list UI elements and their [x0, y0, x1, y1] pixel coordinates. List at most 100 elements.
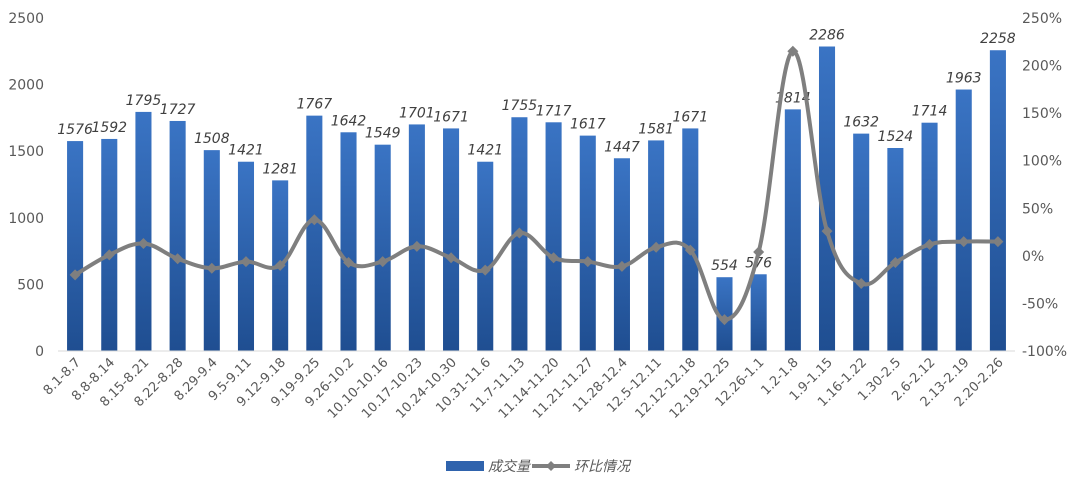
line-point	[69, 269, 81, 281]
bar	[169, 120, 186, 352]
bar	[989, 50, 1006, 351]
bar	[306, 115, 323, 352]
line-point	[274, 259, 286, 271]
bar	[67, 141, 84, 351]
line-point	[103, 249, 115, 261]
line-point	[513, 227, 525, 239]
y-right-tick-label: 100%	[1022, 154, 1062, 170]
y-left-tick-label: 500	[17, 277, 44, 293]
line-point	[958, 236, 970, 248]
bar-data-label: 1421	[228, 143, 264, 159]
bar	[408, 124, 425, 351]
bar-data-label: 1281	[262, 161, 298, 177]
line-point	[616, 260, 628, 272]
bar	[955, 89, 972, 352]
bar-data-label: 1421	[467, 143, 503, 159]
bar	[203, 150, 220, 351]
line-point	[889, 257, 901, 269]
bar-data-label: 2258	[980, 31, 1016, 47]
bar	[374, 144, 391, 351]
y-right-tick-label: 250%	[1022, 11, 1062, 27]
line-point	[445, 252, 457, 264]
y-right-tick-label: 200%	[1022, 59, 1062, 75]
bar-data-label: 1714	[912, 104, 948, 120]
line-point	[206, 262, 218, 274]
legend-bar-swatch	[446, 461, 484, 471]
line-point	[821, 225, 833, 237]
line-point	[855, 277, 867, 289]
bar	[853, 133, 870, 351]
bar-data-label: 1671	[433, 109, 469, 125]
line-point	[172, 253, 184, 265]
bar-data-label: 554	[711, 258, 738, 274]
legend-line-marker	[546, 461, 556, 471]
bar	[682, 128, 699, 351]
line-point	[343, 257, 355, 269]
line-point	[718, 314, 730, 326]
bar-data-label: 1727	[160, 102, 196, 118]
line-point	[377, 256, 389, 268]
x-axis: 8.1-8.78.8-8.148.15-8.218.22-8.288.29-9.…	[41, 350, 1015, 422]
y-left-tick-label: 2500	[8, 11, 44, 27]
line-point	[411, 240, 423, 252]
bar	[135, 111, 152, 351]
bar-data-label: 1767	[297, 97, 333, 113]
bar	[921, 122, 938, 352]
y-right-tick-label: -50%	[1022, 296, 1058, 312]
bar	[101, 138, 118, 351]
y-left-tick-label: 1500	[8, 144, 44, 160]
y-left-tick-label: 0	[35, 344, 44, 360]
line-point	[924, 238, 936, 250]
line-point	[787, 45, 799, 57]
bar-data-label: 1632	[843, 115, 879, 131]
line-series	[69, 45, 1004, 326]
bar-data-label: 1701	[399, 105, 435, 121]
line-point	[992, 236, 1004, 248]
bar	[545, 122, 562, 352]
bar-data-label: 1447	[604, 139, 640, 155]
bar-data-label: 1592	[91, 120, 127, 136]
bar-data-label: 1717	[536, 103, 572, 119]
line-point	[308, 214, 320, 226]
bar-data-label: 1795	[126, 93, 162, 109]
bar-data-label: 1671	[672, 109, 708, 125]
line-point	[479, 264, 491, 276]
legend-bar-label: 成交量	[488, 459, 532, 475]
bar-data-label: 1576	[57, 122, 93, 138]
y-right-tick-label: -100%	[1022, 344, 1067, 360]
bar-data-label: 1642	[331, 113, 367, 129]
y-right-tick-label: 0%	[1022, 249, 1044, 265]
line-point	[582, 256, 594, 268]
bar-data-label: 2286	[809, 28, 845, 44]
bar	[477, 161, 494, 351]
line-point	[548, 252, 560, 264]
legend-line-label: 环比情况	[574, 459, 632, 475]
line-point	[650, 241, 662, 253]
bar-data-label: 1508	[194, 131, 230, 147]
bar-data-label: 1549	[365, 126, 401, 142]
bar-data-label: 1814	[775, 90, 811, 106]
bar-data-label: 1581	[638, 121, 674, 137]
bar-data-label: 1755	[502, 98, 538, 114]
bar	[340, 132, 357, 351]
y-right-axis: -100% -50% 0% 50% 100% 150% 200% 250%	[1022, 11, 1067, 360]
y-left-tick-label: 2000	[8, 78, 44, 94]
y-left-tick-label: 1000	[8, 211, 44, 227]
bar-data-label: 1617	[570, 117, 606, 133]
y-right-tick-label: 50%	[1022, 201, 1053, 217]
bar	[818, 46, 836, 352]
bar	[579, 135, 596, 351]
line-point	[684, 244, 696, 256]
bar-data-labels: 1576159217951727150814211281176716421549…	[57, 28, 1016, 275]
bar	[613, 158, 630, 351]
y-left-axis: 0 500 1000 1500 2000 2500	[8, 11, 44, 360]
bar	[784, 109, 801, 351]
bar-series	[67, 46, 1006, 352]
line-point	[753, 246, 765, 258]
legend: 成交量 环比情况	[446, 459, 632, 475]
line-point	[137, 237, 149, 249]
bar-data-label: 1963	[946, 71, 982, 87]
bar	[887, 148, 904, 351]
bar	[443, 128, 460, 351]
